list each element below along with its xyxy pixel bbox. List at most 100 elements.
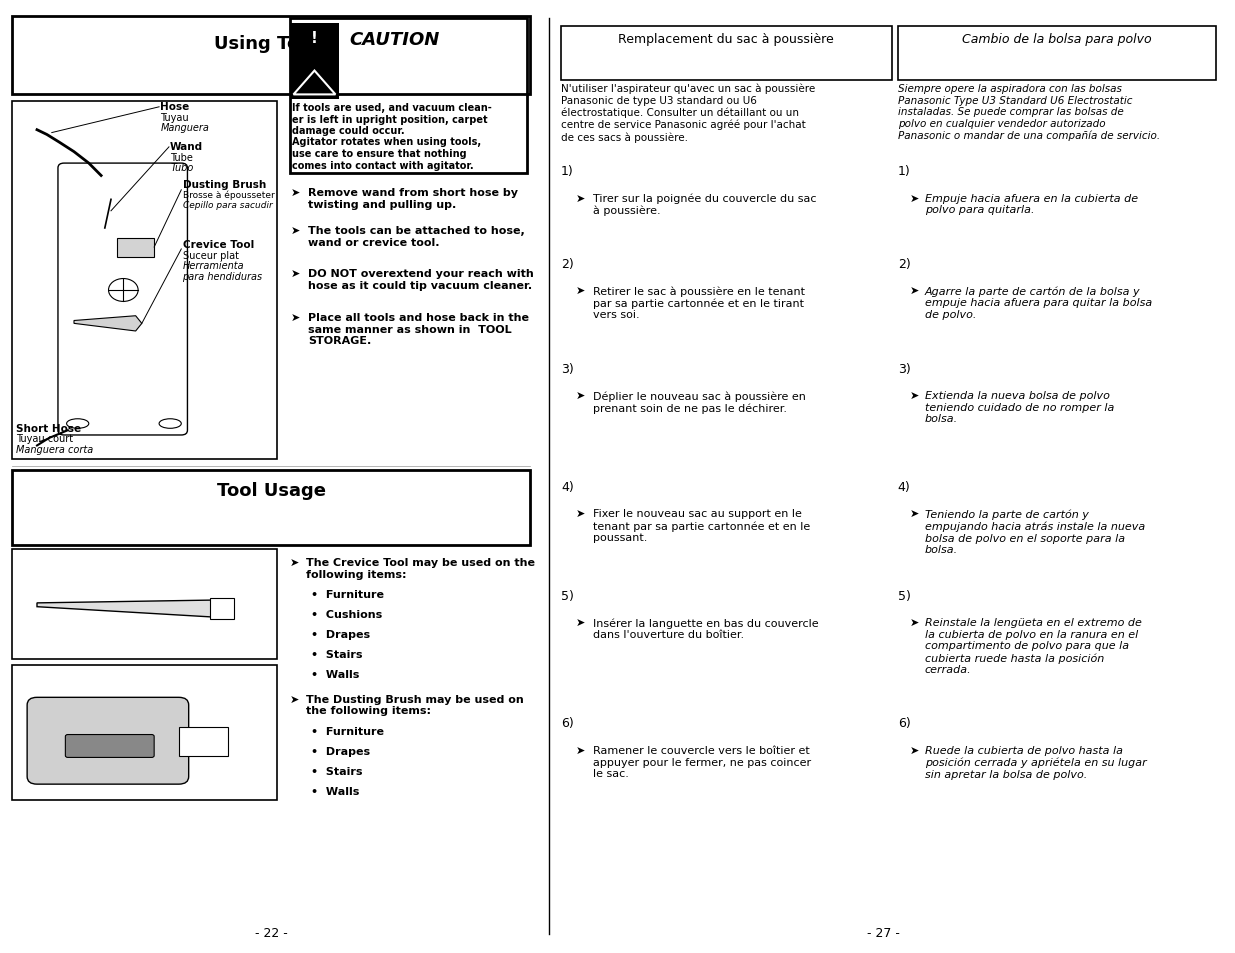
Text: Remove wand from short hose by
twisting and pulling up.: Remove wand from short hose by twisting … xyxy=(309,188,519,210)
Text: ➤: ➤ xyxy=(576,286,585,295)
Text: •  Stairs: • Stairs xyxy=(311,649,362,659)
Text: ➤: ➤ xyxy=(576,618,585,627)
FancyBboxPatch shape xyxy=(65,735,154,758)
Text: •  Furniture: • Furniture xyxy=(311,726,384,736)
Text: 6): 6) xyxy=(561,717,574,730)
Text: Herramienta: Herramienta xyxy=(183,261,245,271)
Text: •  Walls: • Walls xyxy=(311,669,359,679)
Text: 6): 6) xyxy=(898,717,910,730)
Text: Insérer la languette en bas du couvercle
dans l'ouverture du boîtier.: Insérer la languette en bas du couvercle… xyxy=(593,618,819,639)
Text: DO NOT overextend your reach with
hose as it could tip vacuum cleaner.: DO NOT overextend your reach with hose a… xyxy=(309,269,534,291)
Bar xyxy=(561,27,892,81)
Text: Empuje hacia afuera en la cubierta de
polvo para quitarla.: Empuje hacia afuera en la cubierta de po… xyxy=(925,193,1137,215)
Text: Remplacement du sac à poussière: Remplacement du sac à poussière xyxy=(619,33,834,47)
Text: ➤: ➤ xyxy=(576,745,585,755)
Text: Tirer sur la poignée du couvercle du sac
à poussière.: Tirer sur la poignée du couvercle du sac… xyxy=(593,193,816,216)
Text: Retirer le sac à poussière en le tenant
par sa partie cartonnée et en le tirant
: Retirer le sac à poussière en le tenant … xyxy=(593,286,805,320)
Text: Short Hose: Short Hose xyxy=(16,423,82,433)
Text: Wand: Wand xyxy=(170,142,204,152)
Text: Déplier le nouveau sac à poussière en
prenant soin de ne pas le déchirer.: Déplier le nouveau sac à poussière en pr… xyxy=(593,391,806,414)
Text: 1): 1) xyxy=(561,165,574,178)
Text: Dusting Brush: Dusting Brush xyxy=(183,180,266,190)
Text: ➤: ➤ xyxy=(291,313,300,322)
Text: Crevice Tool: Crevice Tool xyxy=(183,240,253,250)
Text: ➤: ➤ xyxy=(291,269,300,278)
Text: The tools can be attached to hose,
wand or crevice tool.: The tools can be attached to hose, wand … xyxy=(309,226,525,248)
Text: CAUTION: CAUTION xyxy=(350,30,440,49)
Text: Ramener le couvercle vers le boîtier et
appuyer pour le fermer, ne pas coincer
l: Ramener le couvercle vers le boîtier et … xyxy=(593,745,811,779)
Text: ➤: ➤ xyxy=(910,193,920,203)
Text: 4): 4) xyxy=(898,480,910,494)
Text: Manguera: Manguera xyxy=(161,123,209,132)
Text: ➤: ➤ xyxy=(910,391,920,400)
Text: •  Drapes: • Drapes xyxy=(311,629,370,639)
Text: ➤: ➤ xyxy=(910,286,920,295)
Text: •  Furniture: • Furniture xyxy=(311,589,384,598)
Text: ➤: ➤ xyxy=(576,193,585,203)
Text: Cambio de la bolsa para polvo: Cambio de la bolsa para polvo xyxy=(962,33,1152,47)
Text: - 27 -: - 27 - xyxy=(867,926,899,940)
Bar xyxy=(12,550,278,659)
Text: Ruede la cubierta de polvo hasta la
posición cerrada y apriétela en su lugar
sin: Ruede la cubierta de polvo hasta la posi… xyxy=(925,745,1146,779)
Text: Tubo: Tubo xyxy=(170,163,194,172)
Text: ➤: ➤ xyxy=(291,188,300,197)
Text: Tube: Tube xyxy=(170,152,193,162)
Text: Cepillo para sacudir: Cepillo para sacudir xyxy=(183,201,272,210)
Text: - 22 -: - 22 - xyxy=(254,926,288,940)
Text: •  Walls: • Walls xyxy=(311,786,359,796)
Bar xyxy=(12,471,530,545)
Text: Extienda la nueva bolsa de polvo
teniendo cuidado de no romper la
bolsa.: Extienda la nueva bolsa de polvo teniend… xyxy=(925,391,1114,424)
Text: 3): 3) xyxy=(561,362,574,375)
Polygon shape xyxy=(74,316,142,332)
Text: Tuyau court: Tuyau court xyxy=(16,434,73,443)
Text: •  Cushions: • Cushions xyxy=(311,609,382,618)
Text: Manguera corta: Manguera corta xyxy=(16,444,94,454)
Text: The Crevice Tool may be used on the
following items:: The Crevice Tool may be used on the foll… xyxy=(306,558,535,579)
Text: 1): 1) xyxy=(898,165,910,178)
Bar xyxy=(12,102,278,459)
Bar xyxy=(117,238,154,257)
Bar xyxy=(12,665,278,801)
Text: •  Drapes: • Drapes xyxy=(311,746,370,756)
Text: para hendiduras: para hendiduras xyxy=(183,272,263,281)
Bar xyxy=(290,19,526,173)
Text: !: ! xyxy=(311,30,317,46)
Text: 4): 4) xyxy=(561,480,574,494)
Text: 5): 5) xyxy=(898,589,910,602)
Text: Using Tools: Using Tools xyxy=(214,35,329,53)
Text: Agitator rotates when using tools,
use care to ensure that nothing
comes into co: Agitator rotates when using tools, use c… xyxy=(293,137,482,171)
Text: Brosse à épousseter: Brosse à épousseter xyxy=(183,191,274,200)
Text: ➤: ➤ xyxy=(910,618,920,627)
Text: ➤: ➤ xyxy=(910,509,920,518)
Text: Siempre opere la aspiradora con las bolsas
Panasonic Type U3 Standard U6 Electro: Siempre opere la aspiradora con las bols… xyxy=(898,84,1160,141)
FancyBboxPatch shape xyxy=(27,698,189,784)
Text: ➤: ➤ xyxy=(910,745,920,755)
Text: Teniendo la parte de cartón y
empujando hacia atrás instale la nueva
bolsa de po: Teniendo la parte de cartón y empujando … xyxy=(925,509,1145,555)
Text: Hose: Hose xyxy=(161,102,189,112)
Text: ➤: ➤ xyxy=(291,226,300,235)
Text: 2): 2) xyxy=(561,257,574,271)
Bar xyxy=(179,727,228,756)
Text: 2): 2) xyxy=(898,257,910,271)
Text: ➤: ➤ xyxy=(290,558,299,567)
Text: ➤: ➤ xyxy=(576,391,585,400)
FancyBboxPatch shape xyxy=(58,164,188,436)
Text: Tool Usage: Tool Usage xyxy=(217,481,326,499)
Text: N'utiliser l'aspirateur qu'avec un sac à poussière
Panasonic de type U3 standard: N'utiliser l'aspirateur qu'avec un sac à… xyxy=(561,84,815,143)
Bar xyxy=(12,17,530,95)
Text: Suceur plat: Suceur plat xyxy=(183,251,238,260)
Bar xyxy=(290,24,340,100)
Text: ➤: ➤ xyxy=(290,694,299,703)
Text: 5): 5) xyxy=(561,589,574,602)
Text: If tools are used, and vacuum clean-
er is left in upright position, carpet
dama: If tools are used, and vacuum clean- er … xyxy=(293,103,492,136)
Text: •  Stairs: • Stairs xyxy=(311,766,362,776)
Text: Agarre la parte de cartón de la bolsa y
empuje hacia afuera para quitar la bolsa: Agarre la parte de cartón de la bolsa y … xyxy=(925,286,1152,319)
Text: Reinstale la lengüeta en el extremo de
la cubierta de polvo en la ranura en el
c: Reinstale la lengüeta en el extremo de l… xyxy=(925,618,1142,675)
Text: Tuyau: Tuyau xyxy=(161,112,189,122)
Text: 3): 3) xyxy=(898,362,910,375)
Bar xyxy=(898,27,1216,81)
Text: Place all tools and hose back in the
same manner as shown in  TOOL
STORAGE.: Place all tools and hose back in the sam… xyxy=(309,313,530,346)
Text: The Dusting Brush may be used on
the following items:: The Dusting Brush may be used on the fol… xyxy=(306,694,524,716)
Bar xyxy=(210,598,235,619)
Text: ➤: ➤ xyxy=(576,509,585,518)
